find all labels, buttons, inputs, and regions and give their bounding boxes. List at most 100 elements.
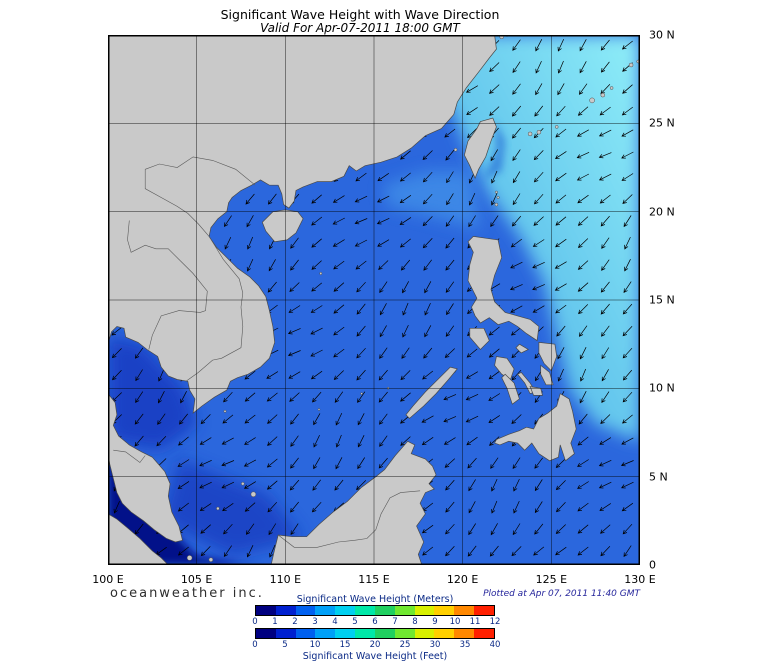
legend-segment [394, 629, 415, 638]
landmass [270, 440, 437, 565]
island-dot [589, 97, 595, 104]
lon-tick-label: 125 E [535, 573, 568, 586]
island-dot [216, 506, 220, 511]
legend-tick-label: 4 [332, 617, 338, 627]
legend-tick-label: 10 [449, 617, 461, 627]
legend-segment [335, 606, 356, 615]
legend-segment [394, 606, 415, 615]
landmass [108, 35, 497, 414]
landmass [108, 393, 183, 543]
legend-segment [315, 629, 336, 638]
legend-segment [315, 606, 336, 615]
legend-tick-label: 20 [369, 640, 381, 650]
country-border-line [185, 236, 244, 382]
legend-segment [414, 629, 435, 638]
landmass [261, 209, 304, 243]
legend-tick-label: 6 [372, 617, 378, 627]
page-title: Significant Wave Height with Wave Direct… [220, 7, 500, 22]
lat-tick-label: 25 N [649, 116, 675, 130]
island-dot [317, 408, 321, 411]
legend-segment [256, 606, 276, 615]
legend-title-meters: Significant Wave Height (Meters) [296, 594, 454, 605]
legend-tick-label: 25 [399, 640, 411, 650]
legend-ticks-feet: 0 5 10 15 20 25 30 35 40 [252, 640, 500, 650]
country-border-line [113, 449, 146, 463]
island-dot [241, 481, 245, 486]
legend-segment [256, 629, 276, 638]
lon-tick-label: 130 E [624, 573, 656, 586]
island-dot [536, 129, 542, 135]
legend-tick-label: 7 [392, 617, 398, 627]
lon-tick-label: 120 E [446, 573, 479, 586]
page-subtitle: Valid For Apr-07-2011 18:00 GMT [260, 21, 460, 35]
island-dot [494, 190, 498, 194]
lat-tick-label: 10 N [649, 381, 675, 395]
legend-segment [454, 629, 475, 638]
legend-segment [275, 606, 296, 615]
landmass [108, 513, 169, 565]
legend-ticks-meters: 0 1 2 3 4 5 6 7 8 9 10 11 12 [252, 617, 500, 627]
legend-segment [355, 629, 375, 638]
legend-tick-label: 30 [429, 640, 441, 650]
island-dot [208, 557, 214, 562]
island-dot [453, 148, 458, 152]
legend-tick-label: 8 [412, 617, 418, 627]
landmass [494, 393, 577, 462]
country-border-line [278, 490, 421, 548]
legend-tick-label: 5 [352, 617, 358, 627]
country-border-line [145, 156, 256, 186]
island-dot [600, 92, 606, 98]
island-dot [554, 125, 559, 129]
island-dot [496, 196, 500, 199]
country-border-line [127, 220, 208, 350]
island-dot [527, 131, 533, 137]
legend-title-feet: Significant Wave Height (Feet) [302, 651, 448, 662]
legend-segment [474, 629, 494, 638]
lon-tick-label: 110 E [269, 573, 302, 586]
landmass [501, 373, 520, 405]
lat-tick-label: 15 N [649, 293, 675, 307]
legend-segment [474, 606, 494, 615]
legend-tick-label: 12 [489, 617, 501, 627]
legend-segment [434, 606, 455, 615]
landmass [540, 364, 554, 386]
wave-map [108, 35, 640, 565]
legend-tick-label: 35 [459, 640, 471, 650]
legend-segment [295, 629, 316, 638]
map-canvas [108, 35, 640, 565]
legend-segment [374, 629, 395, 638]
lon-tick-label: 100 E [92, 573, 124, 586]
legend-tick-label: 2 [292, 617, 298, 627]
lon-tick-label: 105 E [180, 573, 213, 586]
legend-bar-feet [255, 628, 495, 639]
legend-tick-label: 40 [489, 640, 501, 650]
island-dot [223, 409, 227, 413]
legend-bar-meters [255, 605, 495, 616]
lon-tick-label: 115 E [358, 573, 390, 586]
legend-segment [434, 629, 455, 638]
island-dot [628, 62, 634, 68]
landmass [529, 386, 543, 396]
legend-tick-label: 0 [252, 640, 258, 650]
legend-tick-label: 15 [339, 640, 351, 650]
island-dot [319, 272, 323, 275]
landmass [464, 117, 497, 180]
lat-tick-label: 30 N [649, 28, 675, 42]
lat-tick-label: 5 N [649, 470, 668, 484]
lat-tick-label: 0 [649, 558, 656, 572]
legend-tick-label: 3 [312, 617, 318, 627]
legend-tick-label: 0 [252, 617, 258, 627]
legend-segment [355, 606, 375, 615]
legend-segment [454, 606, 475, 615]
island-dot [186, 555, 193, 561]
legend-tick-label: 9 [432, 617, 438, 627]
legend-tick-label: 11 [469, 617, 481, 627]
legend-segment [374, 606, 395, 615]
country-border-line [144, 169, 210, 237]
legend-segment [275, 629, 296, 638]
landmass [467, 236, 540, 342]
plotted-timestamp: Plotted at Apr 07, 2011 11:40 GMT [483, 589, 640, 599]
landmass [405, 366, 458, 419]
